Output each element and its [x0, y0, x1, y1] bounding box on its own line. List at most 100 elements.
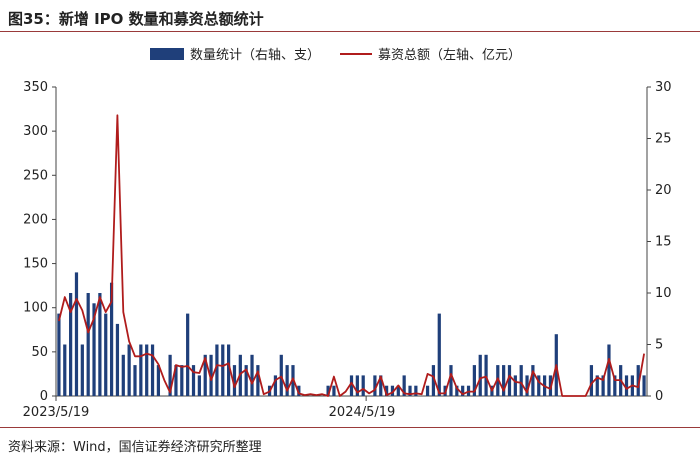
ipo-count-bar: [613, 375, 617, 396]
ipo-count-bar: [390, 385, 395, 396]
footer-divider: [0, 427, 700, 428]
ipo-count-bar: [636, 365, 640, 396]
ipo-count-bar: [472, 365, 476, 396]
ipo-count-bar: [624, 375, 629, 396]
line-series: [58, 114, 645, 397]
ipo-count-bar: [115, 323, 120, 396]
ipo-count-bar: [197, 375, 201, 396]
ipo-count-bar: [484, 354, 488, 396]
legend-line-label: 募资总额（左轴、亿元）: [378, 48, 521, 63]
ipo-count-bar: [297, 385, 301, 396]
ipo-count-bar: [57, 313, 61, 396]
ipo-count-bar: [402, 375, 406, 396]
ipo-count-bar: [139, 344, 143, 396]
ipo-count-bar: [379, 375, 383, 396]
ipo-count-bar: [186, 313, 190, 396]
ipo-count-bar: [496, 365, 500, 396]
ipo-count-bar: [607, 344, 611, 396]
ipo-count-bar: [203, 354, 207, 396]
ipo-count-bar: [86, 293, 90, 396]
left-axis-tick-label: 250: [23, 168, 48, 183]
ipo-count-bar: [109, 282, 114, 396]
ipo-count-bar: [408, 385, 412, 396]
ipo-count-bar: [431, 365, 436, 396]
ipo-count-bar: [145, 344, 149, 396]
ipo-count-bar: [174, 365, 178, 396]
ipo-count-bar: [425, 385, 430, 396]
ipo-count-bar: [121, 354, 125, 396]
ipo-count-bar: [104, 313, 108, 396]
ipo-count-bar: [232, 365, 237, 396]
ipo-count-bar: [525, 375, 529, 396]
ipo-count-bar: [326, 385, 330, 396]
ipo-count-bar: [191, 365, 196, 396]
x-tick-label-start: 2023/5/19: [23, 405, 90, 420]
left-axis-tick-label: 0: [40, 389, 48, 404]
ipo-count-bar: [285, 365, 289, 396]
ipo-count-bar: [461, 385, 465, 396]
ipo-count-bar: [74, 272, 79, 396]
ipo-count-bar: [150, 344, 155, 396]
ipo-count-bar: [396, 385, 400, 396]
ipo-count-bar: [69, 293, 73, 396]
left-axis-tick-label: 50: [31, 345, 48, 360]
x-axis-labels: 2023/5/19 2024/5/19: [23, 405, 396, 420]
ipo-count-bar: [168, 354, 172, 396]
left-axis-tick-label: 200: [23, 212, 48, 227]
ipo-count-bar: [92, 303, 96, 396]
left-axis-tick-label: 100: [23, 301, 48, 316]
right-axis-tick-label: 5: [655, 338, 663, 353]
ipo-count-bar: [244, 365, 248, 396]
ipo-count-bar: [642, 375, 646, 396]
fundraising-total-line: [58, 114, 645, 397]
ipo-count-bar: [180, 365, 184, 396]
ipo-count-bar: [537, 375, 541, 396]
ipo-count-bar: [209, 354, 213, 396]
legend-bar-swatch: [150, 48, 184, 60]
ipo-count-bar: [373, 375, 377, 396]
ipo-count-bar: [63, 344, 67, 396]
ipo-count-bar: [601, 375, 605, 396]
right-axis-tick-label: 15: [655, 235, 672, 250]
ipo-count-bar: [595, 375, 599, 396]
ipo-count-bar: [349, 375, 354, 396]
ipo-count-bar: [156, 365, 161, 396]
ipo-count-bar: [455, 385, 459, 396]
left-axis-tick-label: 350: [23, 80, 48, 95]
ipo-count-bar: [478, 354, 482, 396]
ipo-count-bar: [256, 365, 260, 396]
legend-bar-label: 数量统计（右轴、支）: [190, 48, 320, 63]
ipo-count-bar: [221, 344, 225, 396]
chart-axes: 0 50 100 150 200 250 300 350 0 5 10 15 20 25 30: [23, 80, 671, 404]
left-axis-tick-label: 150: [23, 257, 48, 272]
right-axis-tick-label: 20: [655, 183, 672, 198]
left-axis-tick-label: 300: [23, 124, 48, 139]
ipo-count-bar: [414, 385, 418, 396]
ipo-count-bar: [133, 365, 137, 396]
x-tick-label-mid: 2024/5/19: [329, 405, 396, 420]
ipo-count-bar: [215, 344, 219, 396]
bar-series: [57, 272, 646, 396]
ipo-count-bar: [361, 375, 365, 396]
ipo-count-bar: [507, 365, 512, 396]
ipo-count-bar: [531, 365, 535, 396]
source-note: 资料来源：Wind，国信证券经济研究所整理: [8, 440, 262, 455]
right-axis-tick-label: 10: [655, 286, 672, 301]
ipo-count-bar: [250, 354, 254, 396]
right-axis-tick-label: 30: [655, 80, 672, 95]
ipo-count-bar: [502, 365, 506, 396]
ipo-count-bar: [384, 385, 389, 396]
title-divider: [0, 31, 700, 32]
ipo-count-bar: [273, 375, 278, 396]
ipo-count-bar: [227, 344, 231, 396]
right-axis-tick-label: 0: [655, 389, 663, 404]
ipo-count-bar: [332, 385, 336, 396]
ipo-count-bar: [589, 365, 594, 396]
ipo-count-bar: [513, 375, 517, 396]
ipo-count-bar: [449, 365, 453, 396]
ipo-count-bar: [98, 293, 102, 396]
ipo-count-bar: [437, 313, 441, 396]
right-axis-tick-label: 25: [655, 132, 672, 147]
ipo-count-bar: [355, 375, 359, 396]
page-title: 图35：新增 IPO 数量和募资总额统计: [8, 10, 264, 28]
